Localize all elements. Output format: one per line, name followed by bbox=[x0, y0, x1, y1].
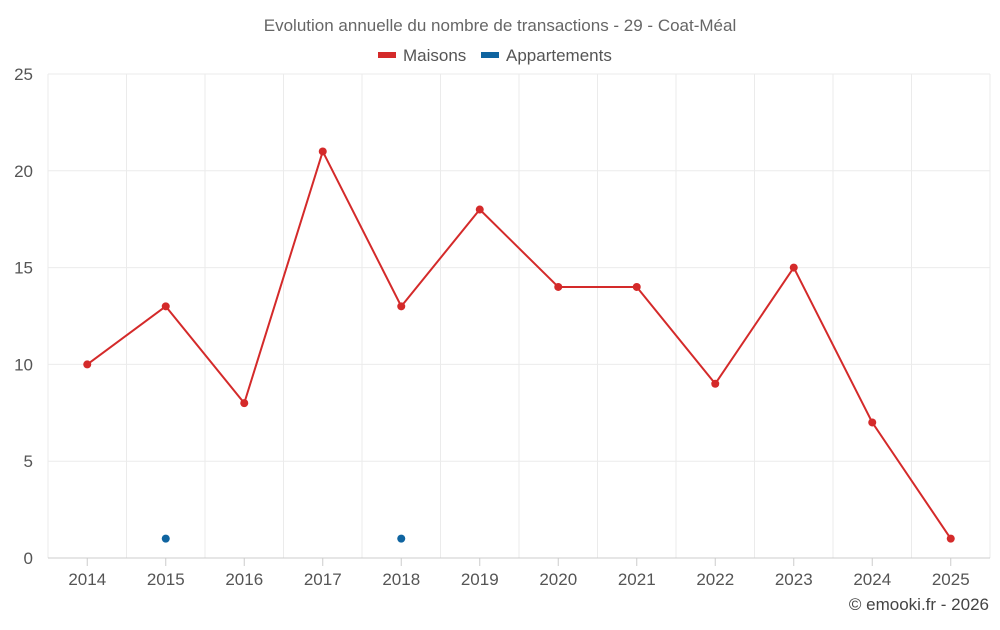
legend-swatch-maisons bbox=[378, 52, 396, 58]
data-point-maisons[interactable] bbox=[240, 399, 249, 408]
legend-item-appartements[interactable]: Appartements bbox=[481, 46, 612, 65]
chart-title: Evolution annuelle du nombre de transact… bbox=[264, 16, 737, 35]
legend-label-maisons: Maisons bbox=[403, 46, 466, 65]
data-point-maisons[interactable] bbox=[318, 147, 327, 156]
data-point-maisons[interactable] bbox=[711, 379, 720, 388]
data-point-maisons[interactable] bbox=[789, 263, 798, 272]
y-tick-label: 20 bbox=[14, 162, 33, 181]
x-tick-label: 2021 bbox=[618, 570, 656, 589]
legend-item-maisons[interactable]: Maisons bbox=[378, 46, 466, 65]
x-tick-label: 2025 bbox=[932, 570, 970, 589]
data-point-maisons[interactable] bbox=[475, 205, 484, 214]
data-point-maisons[interactable] bbox=[161, 302, 170, 311]
legend: Maisons Appartements bbox=[378, 46, 612, 65]
data-point-appartements[interactable] bbox=[161, 534, 170, 543]
x-tick-label: 2024 bbox=[853, 570, 891, 589]
credit-text: © emooki.fr - 2026 bbox=[849, 595, 989, 614]
x-tick-label: 2018 bbox=[382, 570, 420, 589]
legend-label-appartements: Appartements bbox=[506, 46, 612, 65]
x-tick-label: 2022 bbox=[696, 570, 734, 589]
series-appartements bbox=[161, 534, 406, 543]
data-point-maisons[interactable] bbox=[946, 534, 955, 543]
legend-swatch-appartements bbox=[481, 52, 499, 58]
series-maisons bbox=[83, 147, 955, 543]
x-tick-label: 2014 bbox=[68, 570, 106, 589]
x-tick-label: 2023 bbox=[775, 570, 813, 589]
x-tick-label: 2019 bbox=[461, 570, 499, 589]
series bbox=[83, 147, 955, 543]
x-tick-label: 2015 bbox=[147, 570, 185, 589]
data-point-maisons[interactable] bbox=[83, 360, 92, 369]
data-point-maisons[interactable] bbox=[868, 418, 877, 427]
data-point-maisons[interactable] bbox=[397, 302, 406, 311]
series-line-maisons bbox=[86, 150, 952, 540]
y-tick-label: 15 bbox=[14, 259, 33, 278]
data-point-maisons[interactable] bbox=[554, 282, 563, 291]
y-tick-label: 0 bbox=[24, 549, 33, 568]
x-tick-label: 2020 bbox=[539, 570, 577, 589]
x-tick-label: 2017 bbox=[304, 570, 342, 589]
y-tick-label: 5 bbox=[24, 452, 33, 471]
x-tick-label: 2016 bbox=[225, 570, 263, 589]
data-point-appartements[interactable] bbox=[397, 534, 406, 543]
data-point-maisons[interactable] bbox=[632, 282, 641, 291]
y-tick-label: 25 bbox=[14, 65, 33, 84]
grid bbox=[47, 73, 991, 558]
y-tick-label: 10 bbox=[14, 355, 33, 374]
